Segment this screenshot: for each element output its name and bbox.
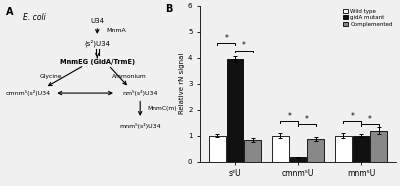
Y-axis label: Relative rN signal: Relative rN signal bbox=[179, 53, 185, 114]
Bar bbox=[307, 139, 324, 162]
Bar bbox=[272, 136, 289, 162]
Legend: Wild type, gidA mutant, Complemented: Wild type, gidA mutant, Complemented bbox=[342, 8, 393, 27]
Text: U34: U34 bbox=[90, 18, 104, 24]
Text: E. coli: E. coli bbox=[23, 13, 46, 22]
Text: cmnm⁵(s²)U34: cmnm⁵(s²)U34 bbox=[6, 90, 51, 96]
Text: Glycine: Glycine bbox=[39, 74, 62, 79]
Text: *: * bbox=[242, 41, 246, 50]
Bar bbox=[370, 131, 387, 162]
Bar bbox=[353, 136, 370, 162]
Text: *: * bbox=[350, 112, 354, 121]
Text: MnmEG (GidA/TrmE): MnmEG (GidA/TrmE) bbox=[60, 59, 135, 65]
Bar bbox=[335, 136, 352, 162]
Text: *: * bbox=[305, 115, 309, 124]
Text: MnmC(m): MnmC(m) bbox=[148, 106, 177, 111]
Bar bbox=[244, 140, 261, 162]
Text: *: * bbox=[224, 33, 228, 43]
Text: Ammonium: Ammonium bbox=[112, 74, 147, 79]
Text: MnmA: MnmA bbox=[107, 28, 126, 33]
Text: B: B bbox=[165, 4, 172, 14]
Text: *: * bbox=[287, 112, 291, 121]
Text: mnm⁵(s²)U34: mnm⁵(s²)U34 bbox=[119, 123, 161, 129]
Bar bbox=[209, 136, 226, 162]
Text: (s²)U34: (s²)U34 bbox=[84, 39, 110, 47]
Text: nm⁵(s²)U34: nm⁵(s²)U34 bbox=[122, 90, 158, 96]
Bar bbox=[227, 59, 244, 162]
Text: *: * bbox=[368, 115, 372, 124]
Bar bbox=[290, 157, 306, 162]
Text: A: A bbox=[6, 7, 13, 17]
